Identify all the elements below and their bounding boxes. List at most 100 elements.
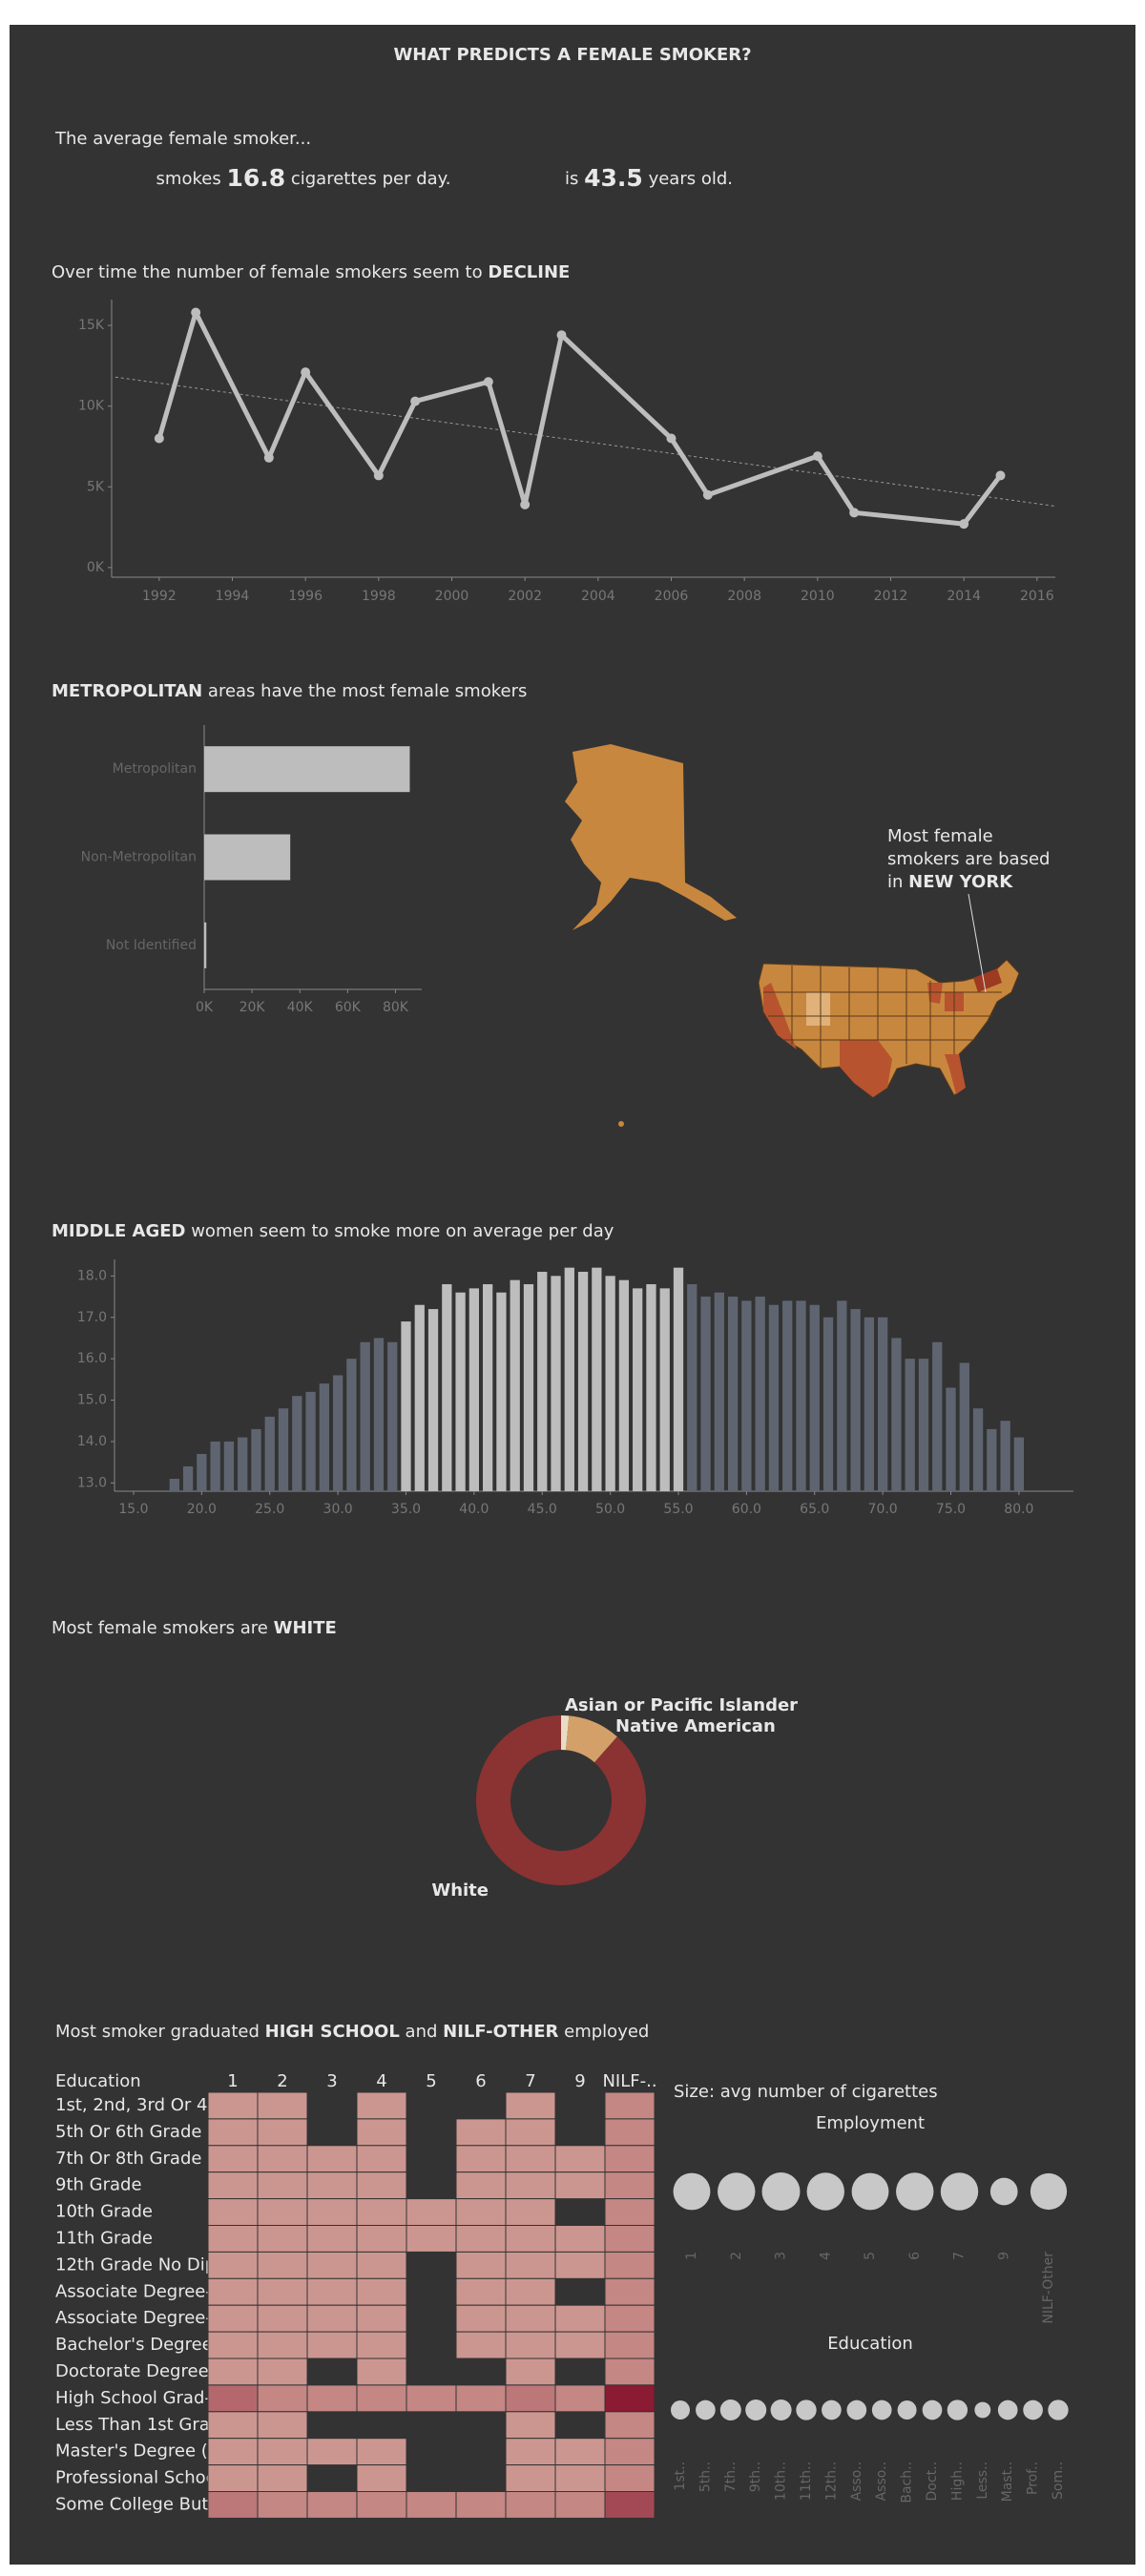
- bubble-label: 7: [952, 2252, 968, 2260]
- bubble: [1023, 2399, 1043, 2420]
- x-tick-label: 2010: [801, 589, 835, 604]
- section-title: METROPOLITAN areas have the most female …: [52, 681, 527, 701]
- heat-cell: [455, 2384, 507, 2413]
- heat-cell: [356, 2251, 407, 2279]
- us-map: [565, 744, 1020, 1127]
- bar: [204, 834, 291, 881]
- heat-cell: [306, 2225, 358, 2253]
- bubble: [974, 2401, 991, 2419]
- bubble: [719, 2399, 741, 2420]
- bar: [741, 1300, 752, 1491]
- heat-cell: [604, 2358, 656, 2386]
- column-header: 4: [376, 2071, 386, 2091]
- column-header: 1: [227, 2071, 238, 2091]
- group-title: Education: [827, 2334, 913, 2354]
- state: [973, 968, 1002, 992]
- heat-cell: [604, 2464, 656, 2493]
- heat-cell: [604, 2171, 656, 2200]
- heat-cell: [604, 2145, 656, 2173]
- bubble: [947, 2399, 968, 2420]
- heat-cell: [306, 2251, 358, 2279]
- pie-slice: [475, 1715, 646, 1885]
- heat-cell: [356, 2198, 407, 2227]
- pie-slice: [561, 1715, 570, 1751]
- bar: [264, 1416, 275, 1491]
- bubble: [997, 2399, 1018, 2420]
- y-tick-label: 14.0: [77, 1434, 107, 1449]
- bar: [401, 1321, 411, 1491]
- heat-cell: [306, 2438, 358, 2466]
- x-tick-label: 2000: [435, 589, 469, 604]
- bar: [782, 1300, 793, 1491]
- x-tick-label: 50.0: [595, 1502, 625, 1517]
- bubble-label: 9th..: [748, 2462, 763, 2492]
- row-label: High School Grad-Dip..: [55, 2388, 251, 2408]
- heat-cell: [406, 2491, 457, 2519]
- annotation-line: [968, 893, 987, 993]
- heat-cell: [207, 2304, 259, 2333]
- bar: [946, 1387, 956, 1491]
- bar: [169, 1478, 179, 1491]
- heat-cell: [306, 2277, 358, 2306]
- bubble: [871, 2399, 892, 2420]
- heat-cell: [505, 2198, 556, 2227]
- stat-prefix: smokes: [156, 169, 221, 189]
- alaska: [565, 744, 737, 930]
- heat-cell: [257, 2251, 308, 2279]
- bar: [292, 1396, 302, 1491]
- heat-cell: [356, 2358, 407, 2386]
- x-tick-label: 55.0: [663, 1502, 693, 1517]
- heat-cell: [356, 2331, 407, 2359]
- slice-label: Native American: [615, 1716, 776, 1736]
- point: [995, 470, 1006, 481]
- hawaii: [618, 1121, 624, 1127]
- bar: [523, 1284, 534, 1491]
- heat-cell: [455, 2251, 507, 2279]
- heat-cell: [207, 2491, 259, 2519]
- x-tick-label: 0K: [196, 1000, 214, 1015]
- bubble-label: Bach..: [900, 2462, 915, 2503]
- x-tick-label: 1992: [142, 589, 177, 604]
- heat-cell: [505, 2145, 556, 2173]
- heat-cell: [257, 2198, 308, 2227]
- title-part: WHITE: [274, 1618, 337, 1638]
- row-label: Less Than 1st Grade: [55, 2415, 231, 2435]
- x-tick-label: 70.0: [868, 1502, 898, 1517]
- x-tick-label: 1994: [216, 589, 250, 604]
- bubble-label: 9: [996, 2252, 1011, 2260]
- x-tick-label: 2014: [947, 589, 981, 604]
- heat-cell: [257, 2145, 308, 2173]
- point: [263, 452, 274, 463]
- bar: [496, 1292, 507, 1491]
- x-tick-label: 15.0: [118, 1502, 148, 1517]
- heat-cell: [455, 2118, 507, 2147]
- y-tick-label: 18.0: [77, 1268, 107, 1283]
- heat-cell: [604, 2091, 656, 2120]
- bar: [822, 1317, 834, 1491]
- bubble: [761, 2172, 801, 2211]
- heat-cell: [207, 2198, 259, 2227]
- bubble-label: High..: [949, 2462, 965, 2501]
- heat-cell: [257, 2225, 308, 2253]
- row-label: Associate Degree-Ac..: [55, 2281, 243, 2301]
- y-tick-label: 17.0: [77, 1310, 107, 1325]
- title-part: NILF-OTHER: [443, 2022, 558, 2042]
- trend-line: [114, 376, 1056, 508]
- bubble-label: 5: [863, 2252, 878, 2260]
- row-label: Some College But No ..: [55, 2494, 254, 2514]
- heat-cell: [207, 2411, 259, 2440]
- heat-cell: [505, 2464, 556, 2493]
- pie-slice: [565, 1715, 617, 1763]
- heat-cell: [306, 2171, 358, 2200]
- heat-cell: [257, 2171, 308, 2200]
- heat-cell: [356, 2491, 407, 2519]
- bubble: [1030, 2172, 1068, 2211]
- heat-cell: [505, 2358, 556, 2386]
- heat-cell: [207, 2358, 259, 2386]
- row-label: 5th Or 6th Grade: [55, 2122, 201, 2142]
- bubble: [806, 2172, 844, 2211]
- bubble: [896, 2172, 934, 2211]
- heat-cell: [356, 2277, 407, 2306]
- bar: [564, 1267, 574, 1491]
- heat-cell: [505, 2331, 556, 2359]
